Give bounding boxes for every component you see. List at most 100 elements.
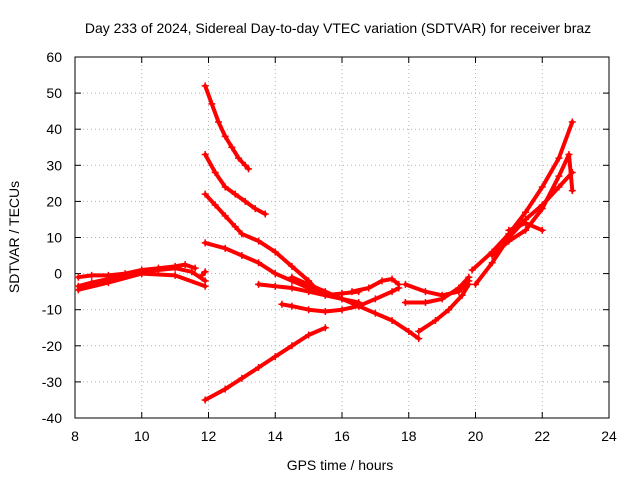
- series-line: [470, 120, 575, 272]
- data-point: [154, 264, 162, 272]
- data-point: [371, 309, 379, 317]
- series-track-e: [201, 324, 329, 404]
- data-point: [305, 331, 313, 339]
- data-point: [288, 273, 296, 281]
- data-point: [405, 327, 413, 335]
- data-point: [211, 169, 219, 177]
- data-point: [538, 226, 546, 234]
- data-point: [208, 100, 216, 108]
- data-point: [201, 239, 209, 247]
- data-point: [221, 132, 229, 140]
- data-point: [568, 118, 576, 126]
- data-point: [555, 172, 563, 180]
- data-point: [198, 271, 206, 279]
- data-point: [421, 288, 429, 296]
- data-point: [458, 291, 466, 299]
- data-point: [201, 282, 209, 290]
- series-track-o: [488, 150, 576, 260]
- data-point: [201, 396, 209, 404]
- data-point: [522, 219, 530, 227]
- series-track-i: [348, 275, 403, 296]
- data-point: [188, 268, 196, 276]
- data-point: [288, 284, 296, 292]
- data-point: [438, 295, 446, 303]
- data-point: [488, 259, 496, 267]
- x-tick-label: 24: [601, 428, 617, 444]
- data-point: [261, 210, 269, 218]
- data-point: [365, 284, 373, 292]
- x-tick-label: 22: [534, 428, 550, 444]
- data-point: [415, 327, 423, 335]
- data-point: [288, 302, 296, 310]
- data-point: [355, 302, 363, 310]
- data-point: [538, 183, 546, 191]
- data-point: [415, 335, 423, 343]
- data-point: [472, 280, 479, 288]
- data-point: [228, 143, 236, 151]
- series-track-morning-d: [198, 268, 209, 279]
- data-point: [74, 286, 82, 294]
- series-track-l: [415, 280, 473, 335]
- data-point: [305, 288, 313, 296]
- x-tick-label: 8: [71, 428, 79, 444]
- x-tick-label: 16: [334, 428, 350, 444]
- data-point: [138, 270, 146, 278]
- data-point: [305, 280, 313, 288]
- data-point: [555, 154, 563, 162]
- data-point: [238, 252, 246, 260]
- y-tick-label: 10: [46, 230, 62, 246]
- data-point: [378, 277, 386, 285]
- data-point: [251, 205, 259, 213]
- data-point: [201, 150, 209, 158]
- y-axis: -40 -30 -20 -10 0 10 20 30 40 50 60: [42, 49, 609, 426]
- data-point: [305, 306, 313, 314]
- data-point: [271, 248, 279, 256]
- data-point: [538, 205, 546, 213]
- data-point: [401, 298, 409, 306]
- data-point: [231, 190, 239, 198]
- data-point: [171, 271, 179, 279]
- data-point: [231, 223, 239, 231]
- data-point: [388, 288, 396, 296]
- data-point: [171, 262, 179, 270]
- series-line: [203, 192, 321, 294]
- data-point: [568, 187, 576, 195]
- data-point: [255, 259, 263, 267]
- y-tick-label: 20: [46, 193, 62, 209]
- y-tick-label: 60: [46, 49, 62, 65]
- series-track-morning-c: [74, 270, 209, 294]
- y-tick-label: 30: [46, 157, 62, 173]
- series-line: [203, 325, 328, 402]
- series-track-m: [468, 118, 576, 274]
- y-axis-label: SDTVAR / TECUs: [6, 181, 22, 293]
- y-tick-label: 0: [54, 266, 62, 282]
- data-point: [288, 262, 296, 270]
- data-point: [255, 363, 263, 371]
- x-axis: 8 10 12 14 16 18 20 22 24: [71, 57, 617, 444]
- data-point: [522, 208, 530, 216]
- data-point: [211, 201, 219, 209]
- data-point: [555, 183, 563, 191]
- series-track-b: [201, 150, 269, 218]
- data-point: [238, 230, 246, 238]
- data-point: [121, 270, 129, 278]
- series-track-c: [201, 190, 323, 296]
- chart-title: Day 233 of 2024, Sidereal Day-to-day VTE…: [85, 20, 591, 36]
- y-tick-label: -30: [42, 374, 62, 390]
- data-point: [245, 165, 253, 173]
- data-point: [395, 280, 403, 288]
- data-point: [522, 226, 530, 234]
- data-point: [238, 374, 246, 382]
- series-track-p: [505, 219, 546, 234]
- data-point: [271, 353, 279, 361]
- series-track-f: [255, 280, 363, 299]
- data-point: [181, 261, 189, 269]
- data-point: [241, 197, 249, 205]
- data-point: [104, 271, 112, 279]
- data-point: [421, 298, 429, 306]
- x-tick-label: 14: [267, 428, 283, 444]
- data-point: [505, 237, 513, 245]
- data-point: [455, 284, 463, 292]
- data-point: [288, 342, 296, 350]
